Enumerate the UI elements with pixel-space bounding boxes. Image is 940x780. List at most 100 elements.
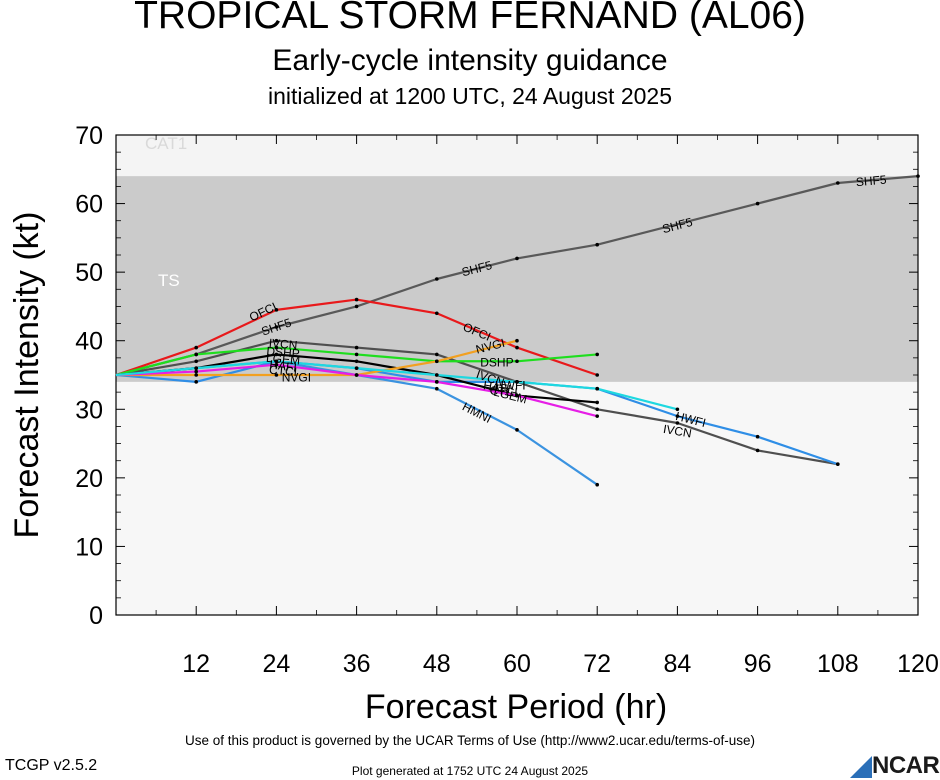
- ncar-logo-text: NCAR: [872, 752, 940, 779]
- x-tick-label: 96: [744, 650, 772, 678]
- series-point-dshp: [595, 352, 599, 357]
- series-point-ctci: [595, 386, 599, 391]
- series-point-ctci: [354, 366, 359, 370]
- series-point-ofci: [354, 297, 359, 302]
- x-tick-label: 72: [583, 650, 611, 678]
- y-tick-label: 20: [75, 465, 103, 493]
- series-label-ctci: CTCI: [489, 383, 518, 399]
- series-point-shf5: [274, 325, 279, 329]
- init-time: initialized at 1200 UTC, 24 August 2025: [267, 83, 673, 109]
- series-point-hmni: [435, 386, 439, 391]
- band-label-cat1: CAT1: [145, 134, 187, 153]
- series-label-dshp: DSHP: [480, 356, 513, 370]
- y-tick-label: 30: [75, 396, 103, 424]
- series-label-dshp: DSHP: [266, 344, 300, 361]
- series-point-shf5: [435, 277, 439, 281]
- y-tick-label: 70: [75, 122, 103, 150]
- series-point-ofci: [274, 308, 279, 312]
- series-point-hwfi: [675, 414, 680, 418]
- series-point-hafi: [194, 369, 198, 374]
- series-point-nvgi: [515, 338, 519, 343]
- series-point-ctci: [274, 359, 279, 364]
- series-point-shf5: [595, 242, 599, 247]
- chart-title: TROPICAL STORM FERNAND (AL06): [134, 0, 806, 37]
- x-tick-label: 48: [423, 650, 451, 678]
- series-point-shf5: [836, 181, 840, 185]
- series-point-ivcn: [274, 338, 279, 343]
- series-point-ctci: [194, 366, 198, 370]
- chart-subtitle: Early-cycle intensity guidance: [272, 44, 668, 77]
- series-point-nvgi: [194, 373, 198, 377]
- series-line-nvgi: [116, 339, 518, 377]
- intensity-chart: CAT1 TS 0 10 20 30 40 50 60 70 12 24 36 48 60 72 84 96 108…: [8, 122, 939, 726]
- series-point-shf5: [515, 256, 519, 261]
- series-point-lgem: [354, 359, 359, 364]
- series-line-ctci: [115, 360, 678, 411]
- series-point-shf5: [916, 174, 920, 178]
- y-tick-label: 0: [89, 602, 103, 630]
- series-point-dshp: [274, 345, 279, 350]
- series-line-hwfi: [115, 360, 839, 466]
- terms-of-use-note: Use of this product is governed by the U…: [185, 733, 755, 748]
- y-tick-label: 60: [75, 191, 103, 219]
- x-tick-label: 120: [897, 650, 939, 678]
- x-tick-label: 24: [262, 650, 290, 678]
- x-tick-label: 12: [182, 650, 210, 678]
- series-point-shf5: [354, 304, 359, 309]
- ncar-logo: NCAR: [850, 752, 940, 780]
- series-point-dshp: [515, 359, 519, 364]
- series-label-shf5: SHF5: [855, 173, 887, 190]
- x-tick-label: 36: [343, 650, 371, 678]
- y-tick-label: 40: [75, 328, 103, 356]
- series-label-hafi: HAFI: [269, 357, 298, 374]
- x-tick-label: 84: [663, 650, 691, 678]
- series-point-hwfi: [836, 462, 840, 466]
- series-point-lgem: [274, 352, 279, 357]
- series-point-hafi: [595, 414, 599, 418]
- series-label-ivcn: IVCN: [268, 336, 298, 352]
- series-point-hafi: [274, 362, 279, 367]
- series-point-nvgi: [274, 373, 279, 377]
- series-point-hafi: [354, 373, 359, 377]
- series-point-dshp: [194, 352, 198, 357]
- series-point-hafi: [515, 393, 519, 398]
- series-point-ivcn: [755, 448, 760, 453]
- series-point-ctci: [515, 380, 519, 384]
- series-point-ivcn: [194, 359, 198, 364]
- version-label: TCGP v2.5.2: [5, 757, 98, 774]
- series-point-shf5: [755, 201, 760, 206]
- series-point-ivcn: [595, 407, 599, 412]
- series-point-dshp: [354, 352, 359, 357]
- series-point-hwfi: [755, 434, 760, 439]
- series-line-shf5: [115, 175, 919, 377]
- series-point-ivcn: [675, 421, 680, 425]
- generated-time: Plot generated at 1752 UTC 24 August 202…: [351, 764, 589, 778]
- y-tick-label: 50: [75, 259, 103, 287]
- ncar-logo-icon: [850, 756, 872, 778]
- x-tick-label: 108: [817, 650, 859, 678]
- series-point-ofci: [515, 345, 519, 350]
- series-label-hafi: HAFI: [482, 378, 511, 396]
- series-point-nvgi: [435, 359, 439, 364]
- y-tick-label: 10: [75, 533, 103, 561]
- series-label-hwfi: HWFI: [495, 378, 526, 392]
- series-point-hafi: [435, 380, 439, 384]
- series-point-ofci: [595, 373, 599, 377]
- series-point-ctci: [675, 407, 680, 412]
- series-point-ofci: [194, 345, 198, 350]
- series-point-hwfi: [194, 380, 198, 384]
- series-point-hmni: [515, 428, 519, 432]
- series-point-ivcn: [354, 345, 359, 350]
- x-axis-title: Forecast Period (hr): [365, 688, 667, 726]
- band-label-ts: TS: [158, 271, 180, 290]
- series-label-lgem: LGEM: [266, 351, 301, 368]
- series-point-ofci: [435, 311, 439, 316]
- series-label-nvgi: NVGI: [282, 371, 311, 385]
- series-label-ivcn: IVCN: [662, 422, 693, 441]
- series-point-lgem: [595, 400, 599, 405]
- x-tick-label: 60: [503, 650, 531, 678]
- series-point-ivcn: [435, 352, 439, 357]
- series-label-ctci: CTCI: [269, 363, 298, 379]
- series-point-ctci: [435, 373, 439, 377]
- y-axis-title: Forecast Intensity (kt): [8, 212, 46, 539]
